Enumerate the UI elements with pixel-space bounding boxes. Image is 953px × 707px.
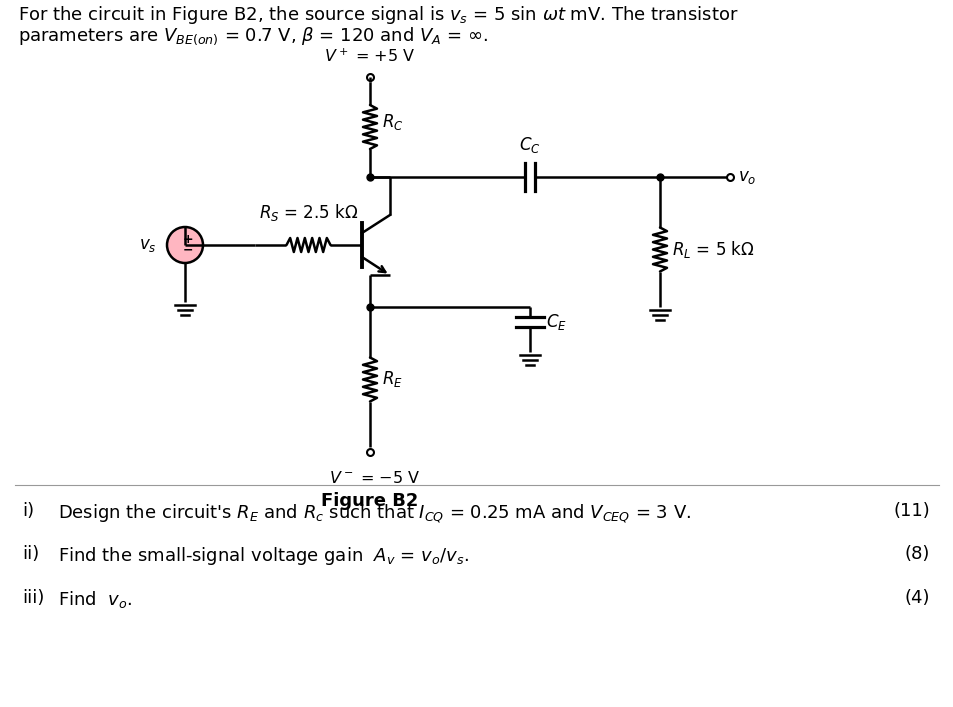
Text: +: + bbox=[182, 233, 193, 247]
Text: $V^-$ = −5 V: $V^-$ = −5 V bbox=[329, 470, 420, 486]
Text: Figure B2: Figure B2 bbox=[321, 492, 418, 510]
Text: $v_s$: $v_s$ bbox=[139, 236, 157, 254]
Text: $R_S$ = 2.5 kΩ: $R_S$ = 2.5 kΩ bbox=[258, 202, 357, 223]
Text: Find the small-signal voltage gain  $A_v$ = $v_o$/$v_s$.: Find the small-signal voltage gain $A_v$… bbox=[58, 545, 469, 567]
Text: $R_E$: $R_E$ bbox=[381, 370, 402, 390]
Text: $C_C$: $C_C$ bbox=[518, 135, 540, 155]
Text: For the circuit in Figure B2, the source signal is $v_s$ = 5 sin $\omega t$ mV. : For the circuit in Figure B2, the source… bbox=[18, 4, 738, 26]
Text: i): i) bbox=[22, 502, 34, 520]
Text: Design the circuit's $R_E$ and $R_c$ such that $I_{CQ}$ = 0.25 mA and $V_{CEQ}$ : Design the circuit's $R_E$ and $R_c$ suc… bbox=[58, 502, 690, 525]
Text: Find  $v_o$.: Find $v_o$. bbox=[58, 589, 132, 610]
Text: (11): (11) bbox=[892, 502, 929, 520]
Text: $R_L$ = 5 kΩ: $R_L$ = 5 kΩ bbox=[671, 239, 754, 260]
Circle shape bbox=[167, 227, 203, 263]
Text: parameters are $V_{BE(on)}$ = 0.7 V, $\beta$ = 120 and $V_A$ = $\infty$.: parameters are $V_{BE(on)}$ = 0.7 V, $\b… bbox=[18, 25, 487, 47]
Text: (8): (8) bbox=[903, 545, 929, 563]
Text: $V^+$ = +5 V: $V^+$ = +5 V bbox=[324, 47, 416, 65]
Text: ii): ii) bbox=[22, 545, 39, 563]
Text: −: − bbox=[183, 243, 193, 257]
Text: $C_E$: $C_E$ bbox=[545, 312, 566, 332]
Text: $R_C$: $R_C$ bbox=[381, 112, 403, 132]
Text: $v_o$: $v_o$ bbox=[738, 168, 756, 186]
Text: iii): iii) bbox=[22, 589, 45, 607]
Text: (4): (4) bbox=[903, 589, 929, 607]
